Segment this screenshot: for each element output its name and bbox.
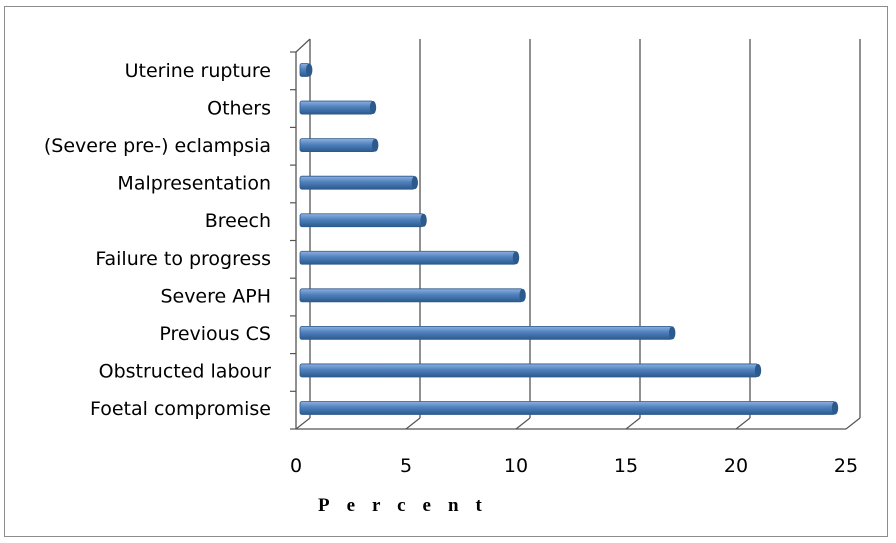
bar-end-cap [369,101,377,115]
category-label: Others [207,98,271,120]
bar-body [299,288,524,303]
floor-gridline [845,417,861,430]
x-tick-label: 15 [614,455,638,477]
bar [299,288,526,303]
chart-frame [4,6,888,537]
bar-end-cap [669,326,676,340]
bar [299,250,520,265]
floor-gridline [295,417,311,430]
x-tick-label: 10 [504,455,528,477]
category-label: Previous CS [159,323,271,345]
floor-gridline [735,417,751,430]
bar [299,401,839,415]
bar-end-cap [411,176,418,190]
bar-body [299,363,759,378]
floor-gridline [625,417,641,430]
category-label: Obstructed labour [99,360,272,382]
bar-end-cap [306,63,313,77]
bar-body [299,175,416,190]
bar-end-cap [420,213,427,227]
bar-body [299,138,376,153]
gridlines [295,39,861,430]
category-label: (Severe pre-) eclampsia [44,135,271,157]
bar-body [299,100,374,115]
category-label: Malpresentation [117,173,271,195]
bar-end-cap [831,401,839,415]
category-label: Failure to progress [95,248,271,270]
bar [299,363,762,378]
floor-gridline [515,417,531,430]
bars [299,63,839,415]
bar-body [299,250,517,265]
bar-end-cap [519,288,526,302]
category-label: Uterine rupture [125,60,271,82]
bar [299,100,377,115]
bar [299,213,427,228]
bar-body [299,213,424,228]
bar-body [299,401,836,415]
x-tick-label: 0 [290,455,302,477]
bar-end-cap [512,251,520,265]
category-labels: Foetal compromise Obstructed labour Previo… [44,60,271,420]
floor-gridline [405,417,421,430]
x-tick-label: 5 [400,455,412,477]
bar [299,325,676,340]
x-tick-label: 25 [834,455,858,477]
bar-end-cap [754,363,762,377]
x-tick-labels: 0 5 10 15 20 25 [290,455,858,477]
x-axis-title: Percent [318,495,499,516]
bar-body [299,325,673,340]
bar [299,63,313,77]
y-axis-top-edge [295,38,311,53]
bar [299,175,418,190]
category-label: Foetal compromise [90,398,271,420]
bar [299,138,379,153]
x-tick-label: 20 [724,455,748,477]
category-label: Breech [205,210,271,232]
bar-end-cap [372,138,379,152]
category-label: Severe APH [160,285,271,307]
